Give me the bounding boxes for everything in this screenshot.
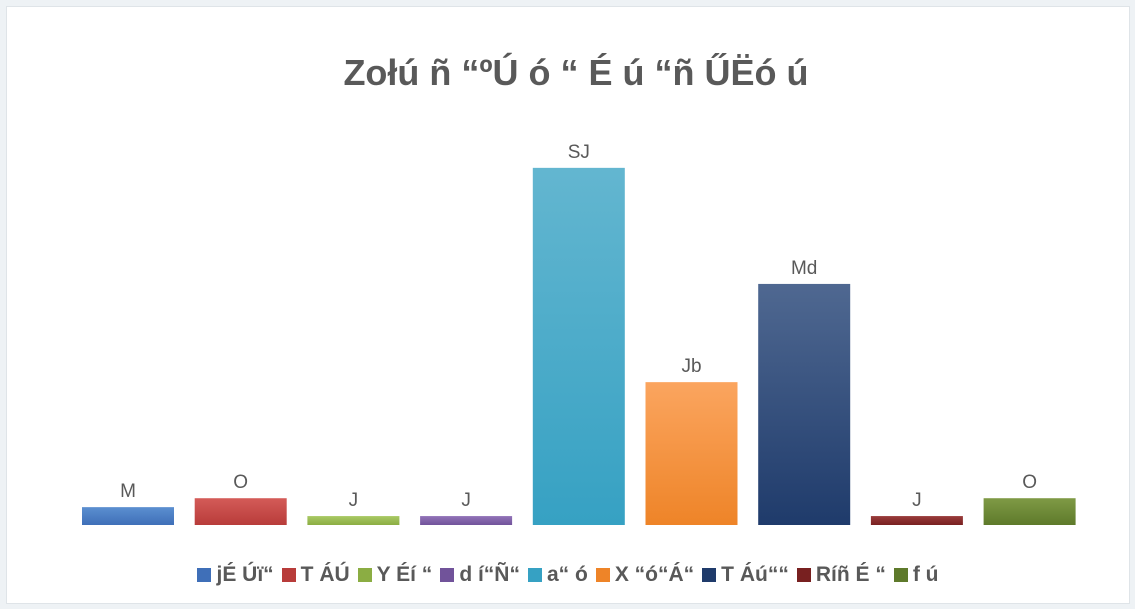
legend-label-8: f ú [912,563,939,586]
data-label-1: O [233,472,248,493]
legend-swatch-0 [197,568,212,582]
bar-5 [645,382,738,525]
bar-6 [758,283,851,525]
legend-item-6: T Áú““ [702,563,789,587]
chart-area: Zołú ñ “ºÚ ó “ É ú “ñ ŰËó ú M O J J SJ Jb Md J O… [6,6,1130,604]
legend-label-3: d í“Ñ“ [459,563,520,586]
data-label-3: J [461,490,471,511]
data-label-0: M [120,481,136,502]
chart-legend: jÉ Úï“ T ÁÚ Y Éí “ d í“Ñ“ a“ ó X “ó“Á“ T Áú““ R… [7,563,1129,587]
bar-2 [307,516,400,525]
legend-label-2: Y Éí “ [376,563,433,586]
data-label-4: SJ [568,142,590,163]
legend-label-1: T ÁÚ [300,563,350,586]
legend-item-3: d í“Ñ“ [440,563,520,587]
bar-7 [870,516,963,525]
legend-swatch-5 [595,568,610,582]
bar-8 [983,498,1076,525]
legend-swatch-4 [527,568,542,582]
bar-4 [532,167,625,525]
bar-3 [420,516,513,525]
legend-swatch-2 [357,568,372,582]
legend-swatch-6 [702,568,717,582]
data-label-2: J [349,490,359,511]
legend-item-4: a“ ó [527,563,588,587]
legend-item-0: jÉ Úï“ [197,563,274,587]
data-label-7: J [912,490,922,511]
legend-label-6: T Áú““ [721,563,789,586]
legend-item-5: X “ó“Á“ [595,563,695,587]
bar-chart: Zołú ñ “ºÚ ó “ É ú “ñ ŰËó ú M O J J SJ Jb Md J O [82,51,1076,525]
data-label-8: O [1022,472,1037,493]
legend-item-2: Y Éí “ [357,563,433,587]
chart-title: Zołú ñ “ºÚ ó “ É ú “ñ ŰËó ú [343,51,808,93]
legend-label-0: jÉ Úï“ [216,563,274,586]
data-label-5: Jb [681,356,701,377]
legend-item-8: f ú [893,563,939,587]
legend-item-7: Ríñ É “ [796,563,886,587]
legend-label-5: X “ó“Á“ [614,563,695,586]
legend-swatch-7 [796,568,811,582]
bar-0 [82,507,174,525]
legend-item-1: T ÁÚ [281,563,350,587]
legend-swatch-3 [440,568,455,582]
data-label-6: Md [791,258,817,279]
bar-1 [194,498,287,525]
legend-label-7: Ríñ É “ [815,563,886,586]
legend-swatch-1 [281,568,296,582]
legend-label-4: a“ ó [546,563,588,586]
legend-swatch-8 [893,568,908,582]
